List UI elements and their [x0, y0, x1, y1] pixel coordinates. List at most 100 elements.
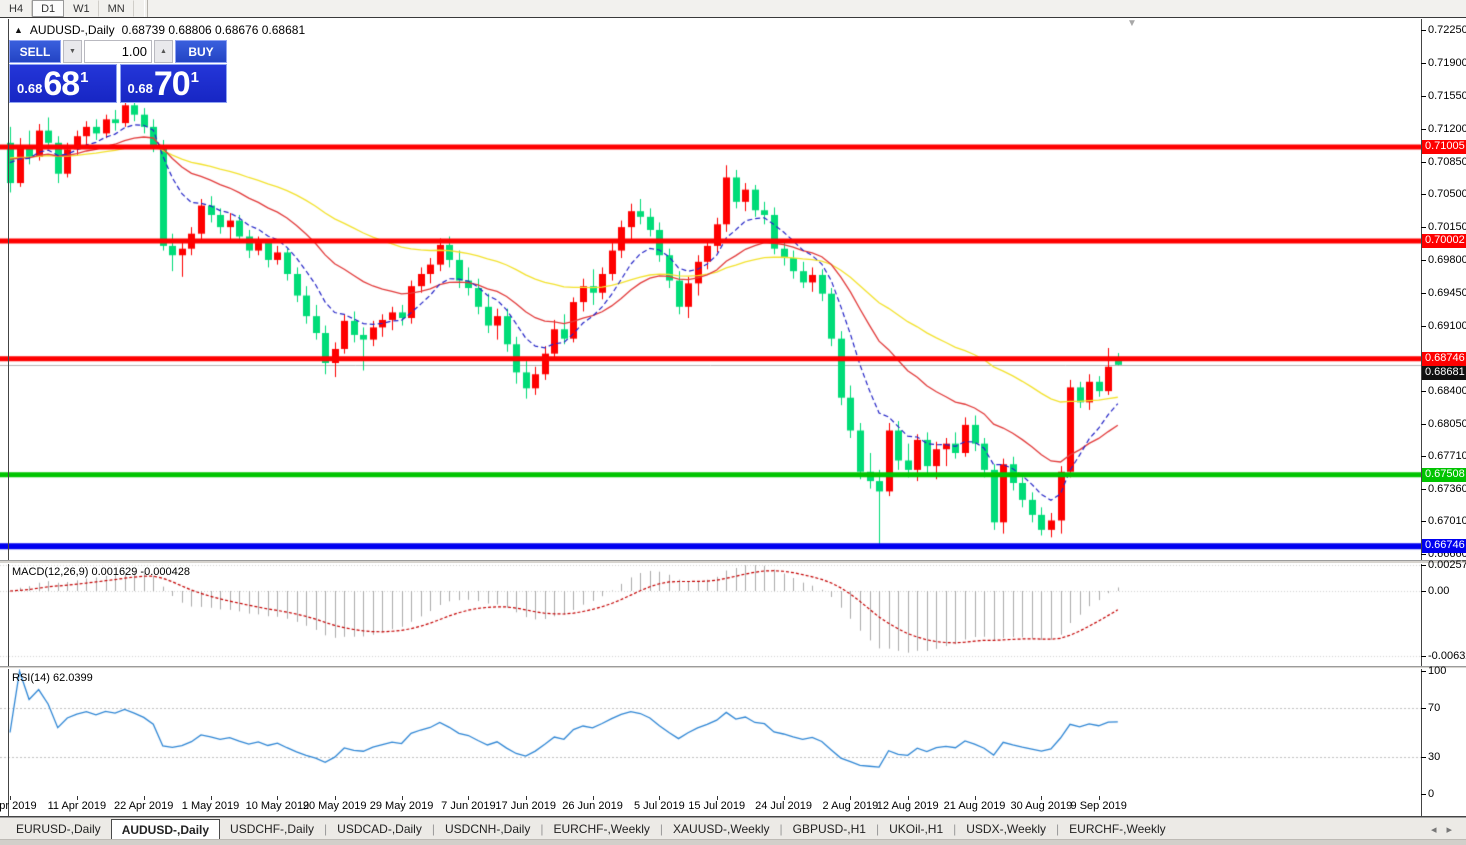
tab-usdcad-daily[interactable]: USDCAD-,Daily — [337, 822, 422, 836]
price-axis-tick — [1421, 488, 1426, 490]
price-axis-tick — [1421, 423, 1426, 425]
tab-divider: | — [659, 822, 664, 836]
macd-axis-tick — [1421, 564, 1426, 566]
date-axis-label: 1 May 2019 — [181, 800, 240, 812]
tab-divider: | — [875, 822, 880, 836]
date-axis-label: 20 May 2019 — [302, 800, 367, 812]
tab-ukoil-h1[interactable]: UKOil-,H1 — [889, 822, 944, 836]
buy-price-prefix: 0.68 — [127, 81, 153, 96]
price-axis-label: 0.67010 — [1428, 515, 1466, 528]
date-axis-label: 12 Aug 2019 — [876, 800, 939, 812]
rsi-indicator-canvas[interactable] — [0, 669, 1421, 796]
window-bottom-edge — [0, 839, 1466, 845]
chart-shift-marker-icon[interactable]: ▼ — [1127, 18, 1137, 29]
tab-scroll-right-icon[interactable]: ▸ — [1446, 824, 1452, 836]
rsi-axis-label: 30 — [1428, 751, 1441, 763]
date-axis-tick — [592, 796, 594, 800]
tab-eurchf-weekly[interactable]: EURCHF-,Weekly — [1069, 822, 1166, 836]
date-axis-tick — [277, 796, 279, 800]
tab-xauusd-weekly[interactable]: XAUUSD-,Weekly — [673, 822, 770, 836]
chart-ohlc-values: 0.68739 0.68806 0.68676 0.68681 — [121, 23, 306, 37]
sell-price-pip-digit: 1 — [80, 69, 89, 86]
buy-price-panel[interactable]: 0.68 70 1 — [119, 64, 227, 103]
price-axis-tick — [1421, 521, 1426, 523]
date-axis-label: 26 Jun 2019 — [562, 800, 623, 812]
sell-price-panel[interactable]: 0.68 68 1 — [9, 64, 117, 103]
macd-indicator-canvas[interactable] — [0, 564, 1421, 666]
date-axis-tick — [907, 796, 909, 800]
tab-divider: | — [324, 822, 328, 836]
rsi-axis-tick — [1421, 708, 1426, 709]
price-axis-tick — [1421, 325, 1426, 327]
date-axis-label: 9 Sep 2019 — [1070, 800, 1127, 812]
timeframe-button-mn[interactable]: MN — [99, 0, 134, 17]
spin-down-icon: ▼ — [69, 48, 76, 55]
collapse-panel-icon[interactable]: ▲ — [14, 25, 23, 35]
rsi-pane-splitter[interactable] — [0, 666, 1466, 669]
date-axis-tick — [143, 796, 145, 800]
macd-axis-label: 0.002574 — [1428, 558, 1466, 571]
date-axis-tick — [76, 796, 78, 800]
volume-input[interactable] — [84, 40, 152, 63]
tab-usdx-weekly[interactable]: USDX-,Weekly — [966, 822, 1047, 836]
price-axis-tick — [1421, 95, 1426, 97]
date-axis-label: 24 Jul 2019 — [755, 800, 812, 812]
price-axis-tick — [1421, 455, 1426, 457]
tab-usdcnh-daily[interactable]: USDCNH-,Daily — [444, 822, 531, 836]
sell-button[interactable]: SELL — [9, 40, 61, 63]
tab-gbpusd-h1[interactable]: GBPUSD-,H1 — [792, 822, 866, 836]
price-axis-label: 0.67360 — [1428, 482, 1466, 495]
price-axis-tick — [1421, 30, 1426, 32]
price-chart-canvas[interactable] — [0, 19, 1421, 560]
date-axis-label: 15 Jul 2019 — [688, 800, 746, 812]
tab-eurchf-weekly[interactable]: EURCHF-,Weekly — [553, 822, 650, 836]
price-axis-label: 0.68050 — [1428, 417, 1466, 430]
price-axis-tick — [1421, 194, 1426, 196]
date-axis-tick — [210, 796, 212, 800]
date-axis-tick — [401, 796, 403, 800]
macd-pane-splitter[interactable] — [0, 560, 1466, 564]
price-axis-label: 0.71550 — [1428, 89, 1466, 102]
buy-button[interactable]: BUY — [175, 40, 227, 63]
price-axis-label: 0.69100 — [1428, 319, 1466, 332]
tab-audusd-daily[interactable]: AUDUSD-,Daily — [110, 819, 221, 841]
date-axis-tick — [783, 796, 785, 800]
tab-scroll-left-icon[interactable]: ◂ — [1430, 824, 1437, 836]
price-axis-tick — [1421, 292, 1426, 294]
toolbar-separator — [143, 0, 148, 17]
tab-divider: | — [779, 822, 783, 836]
price-axis-label: 0.68400 — [1428, 385, 1466, 398]
price-axis-tick — [1421, 161, 1426, 163]
timeframe-button-h4[interactable]: H4 — [0, 0, 33, 17]
price-level-badge: 0.68681 — [1422, 365, 1466, 380]
date-axis-label: 2 Aug 2019 — [822, 800, 879, 812]
sell-price-prefix: 0.68 — [17, 81, 43, 96]
price-axis-tick — [1421, 63, 1426, 65]
tab-usdchf-daily[interactable]: USDCHF-,Daily — [230, 822, 315, 836]
timeframe-button-w1[interactable]: W1 — [64, 0, 99, 17]
timeframe-button-d1[interactable]: D1 — [32, 0, 65, 17]
spin-up-icon: ▲ — [160, 48, 167, 55]
date-axis-tick — [974, 796, 976, 800]
chart-symbol-label: AUDUSD-,Daily — [29, 23, 115, 37]
price-axis-tick — [1421, 259, 1426, 261]
date-axis-label: 29 May 2019 — [369, 800, 434, 812]
date-axis-label: 11 Apr 2019 — [47, 800, 107, 812]
date-axis-tick — [659, 796, 661, 800]
rsi-axis-label: 100 — [1428, 665, 1447, 678]
macd-axis-tick — [1421, 655, 1426, 657]
rsi-axis-tick — [1421, 757, 1426, 758]
one-click-trading-panel: SELL ▼ ▲ BUY 0.68 68 1 0.68 70 1 — [9, 40, 227, 103]
axis-separator-line — [1421, 19, 1422, 816]
volume-increase-button[interactable]: ▲ — [154, 40, 173, 63]
volume-decrease-button[interactable]: ▼ — [63, 40, 82, 63]
date-axis-tick — [850, 796, 852, 800]
price-axis-tick — [1421, 227, 1426, 229]
price-axis-label: 0.67710 — [1428, 449, 1466, 462]
price-axis-label: 0.72250 — [1428, 24, 1466, 37]
rsi-axis-label: 70 — [1428, 702, 1441, 714]
macd-indicator-label: MACD(12,26,9) 0.001629 -0.000428 — [12, 566, 190, 578]
price-axis-label: 0.70150 — [1428, 221, 1466, 234]
tab-eurusd-daily[interactable]: EURUSD-,Daily — [16, 822, 101, 836]
date-axis-tick — [468, 796, 470, 800]
